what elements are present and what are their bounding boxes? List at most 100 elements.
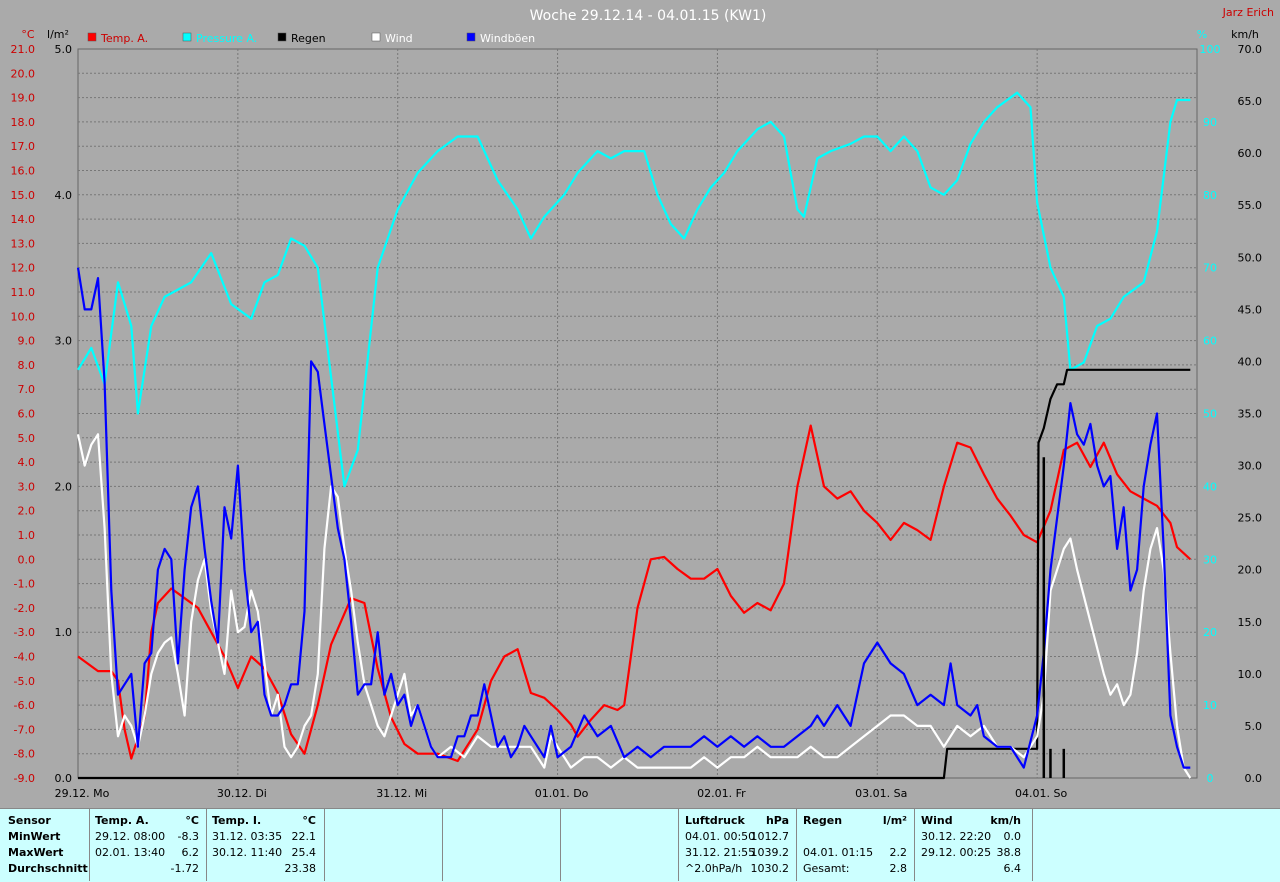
sensor-column: Sensor MinWert MaxWert Durchschnitt xyxy=(8,813,88,877)
wind-tick-label: 65.0 xyxy=(1238,95,1263,108)
wind-tick-label: 10.0 xyxy=(1238,668,1263,681)
pressure-min-time: 04.01. 00:50 xyxy=(685,830,756,843)
wind-tick-label: 55.0 xyxy=(1238,199,1263,212)
series-layer xyxy=(76,91,1192,780)
min-label: MinWert xyxy=(8,830,61,843)
rain-max-time: 04.01. 01:15 xyxy=(803,846,874,859)
temp-tick-label: 3.0 xyxy=(18,480,36,493)
pressure-tick-label: 50 xyxy=(1203,408,1217,421)
pressure-tick-label: 0 xyxy=(1207,772,1214,785)
pressure-avg-val: 1030.2 xyxy=(750,862,790,875)
weather-chart: 21.0 20.0 19.0 18.0 17.0 16.0 15.0 14.0 13.0 12.0… xyxy=(11,6,1275,800)
temp-tick-label: -6.0 xyxy=(14,699,35,712)
wind-tick-label: 70.0 xyxy=(1238,43,1263,56)
temp-tick-label: 14.0 xyxy=(11,213,36,226)
legend-swatch xyxy=(87,32,97,42)
x-tick-label: 02.01. Fr xyxy=(697,787,746,800)
pressure-unit-label: % xyxy=(1197,28,1207,41)
chart-author: Jarz Erich xyxy=(1222,6,1274,19)
temp-tick-label: -3.0 xyxy=(14,626,35,639)
temp-a-unit: °C xyxy=(185,814,199,827)
temp-tick-label: 18.0 xyxy=(11,116,36,129)
temp-tick-label: 15.0 xyxy=(11,189,36,202)
wind-tick-label: 0.0 xyxy=(1245,772,1263,785)
pressure-tick-label: 20 xyxy=(1203,626,1217,639)
wind-tick-label: 20.0 xyxy=(1238,564,1263,577)
wind-unit-label: km/h xyxy=(1231,28,1259,41)
temp-unit-label: °C xyxy=(21,28,35,41)
wind-tick-label: 45.0 xyxy=(1238,303,1263,316)
wind-header: Wind xyxy=(921,814,953,827)
temp-a-max-time: 02.01. 13:40 xyxy=(95,846,166,859)
temp-tick-label: 2.0 xyxy=(18,505,36,518)
rain-tick-label: 4.0 xyxy=(55,189,73,202)
temp-tick-label: 19.0 xyxy=(11,92,36,105)
temp-tick-label: 1.0 xyxy=(18,529,36,542)
avg-label: Durchschnitt xyxy=(8,862,88,875)
wind-tick-label: 35.0 xyxy=(1238,408,1263,421)
pressure-tick-label: 10 xyxy=(1203,699,1217,712)
max-label: MaxWert xyxy=(8,846,64,859)
legend-label: Wind xyxy=(385,32,413,45)
pressure-tick-label: 60 xyxy=(1203,335,1217,348)
pressure-max-time: 31.12. 21:55 xyxy=(685,846,756,859)
temp-tick-label: -1.0 xyxy=(14,578,35,591)
temp-tick-label: 9.0 xyxy=(18,335,36,348)
temp-tick-label: 0.0 xyxy=(18,553,36,566)
temp-i-min-time: 31.12. 03:35 xyxy=(212,830,283,843)
footer-divider xyxy=(89,808,90,881)
temp-i-header: Temp. I. xyxy=(212,814,262,827)
rain-unit: l/m² xyxy=(882,814,907,827)
pressure-max-val: 1039.2 xyxy=(750,846,790,859)
temp-i-min-val: 22.1 xyxy=(291,830,317,843)
rain-tick-label: 2.0 xyxy=(55,480,73,493)
rain-tick-label: 1.0 xyxy=(55,626,73,639)
rain-column: Regen l/m² 04.01. 01:15 2.2 Gesamt: 2.8 xyxy=(803,813,909,877)
temp-tick-label: -4.0 xyxy=(14,651,35,664)
chart-axes: 21.0 20.0 19.0 18.0 17.0 16.0 15.0 14.0 13.0 12.0… xyxy=(11,43,1263,800)
temp-tick-label: -8.0 xyxy=(14,748,35,761)
legend-label: Windböen xyxy=(480,32,535,45)
footer-divider xyxy=(796,808,797,881)
wind-tick-label: 40.0 xyxy=(1238,355,1263,368)
pressure-tick-label: 40 xyxy=(1203,480,1217,493)
chart-title: Woche 29.12.14 - 04.01.15 (KW1) xyxy=(530,8,767,24)
temp-a-header: Temp. A. xyxy=(95,814,149,827)
temp-a-max-val: 6.2 xyxy=(181,846,200,859)
wind-column: Wind km/h 30.12. 22:20 0.0 29.12. 00:25 38.… xyxy=(921,813,1023,877)
pressure-tick-label: 30 xyxy=(1203,553,1217,566)
wind-tick-label: 50.0 xyxy=(1238,251,1263,264)
chart-legend: Temp. A. Pressure A. Regen Wind Windböen xyxy=(87,32,535,45)
wind-min-val: 0.0 xyxy=(1003,830,1022,843)
legend-swatch xyxy=(277,32,287,42)
wind-tick-label: 30.0 xyxy=(1238,460,1263,473)
temp-tick-label: 6.0 xyxy=(18,408,36,421)
temp-a-min-time: 29.12. 08:00 xyxy=(95,830,166,843)
wind-avg-val: 6.4 xyxy=(1003,862,1022,875)
temp-tick-label: 13.0 xyxy=(11,237,36,250)
pressure-tick-label: 70 xyxy=(1203,262,1217,275)
temp-tick-label: -5.0 xyxy=(14,675,35,688)
temp-tick-label: 12.0 xyxy=(11,262,36,275)
rain-tick-label: 3.0 xyxy=(55,335,73,348)
pressure-min-val: 1012.7 xyxy=(750,830,790,843)
x-tick-label: 29.12. Mo xyxy=(55,787,110,800)
x-tick-label: 01.01. Do xyxy=(535,787,589,800)
temp-tick-label: 5.0 xyxy=(18,432,36,445)
x-tick-label: 04.01. So xyxy=(1015,787,1067,800)
wind-max-val: 38.8 xyxy=(996,846,1022,859)
temp-tick-label: 7.0 xyxy=(18,383,36,396)
rain-avg-val: 2.8 xyxy=(889,862,908,875)
series-regen-line xyxy=(78,368,1191,780)
wind-tick-label: 60.0 xyxy=(1238,147,1263,160)
pressure-unit: hPa xyxy=(765,814,789,827)
temp-i-unit: °C xyxy=(302,814,316,827)
footer-divider xyxy=(324,808,325,881)
series-windb-en-line xyxy=(76,267,1191,769)
legend-swatch xyxy=(182,32,192,42)
legend-swatch xyxy=(371,32,381,42)
temp-tick-label: 8.0 xyxy=(18,359,36,372)
pressure-column: Luftdruck hPa 04.01. 00:50 1012.7 31.12. 2… xyxy=(685,813,791,877)
legend-label: Pressure A. xyxy=(196,32,257,45)
rain-tick-label: 0.0 xyxy=(55,772,73,785)
